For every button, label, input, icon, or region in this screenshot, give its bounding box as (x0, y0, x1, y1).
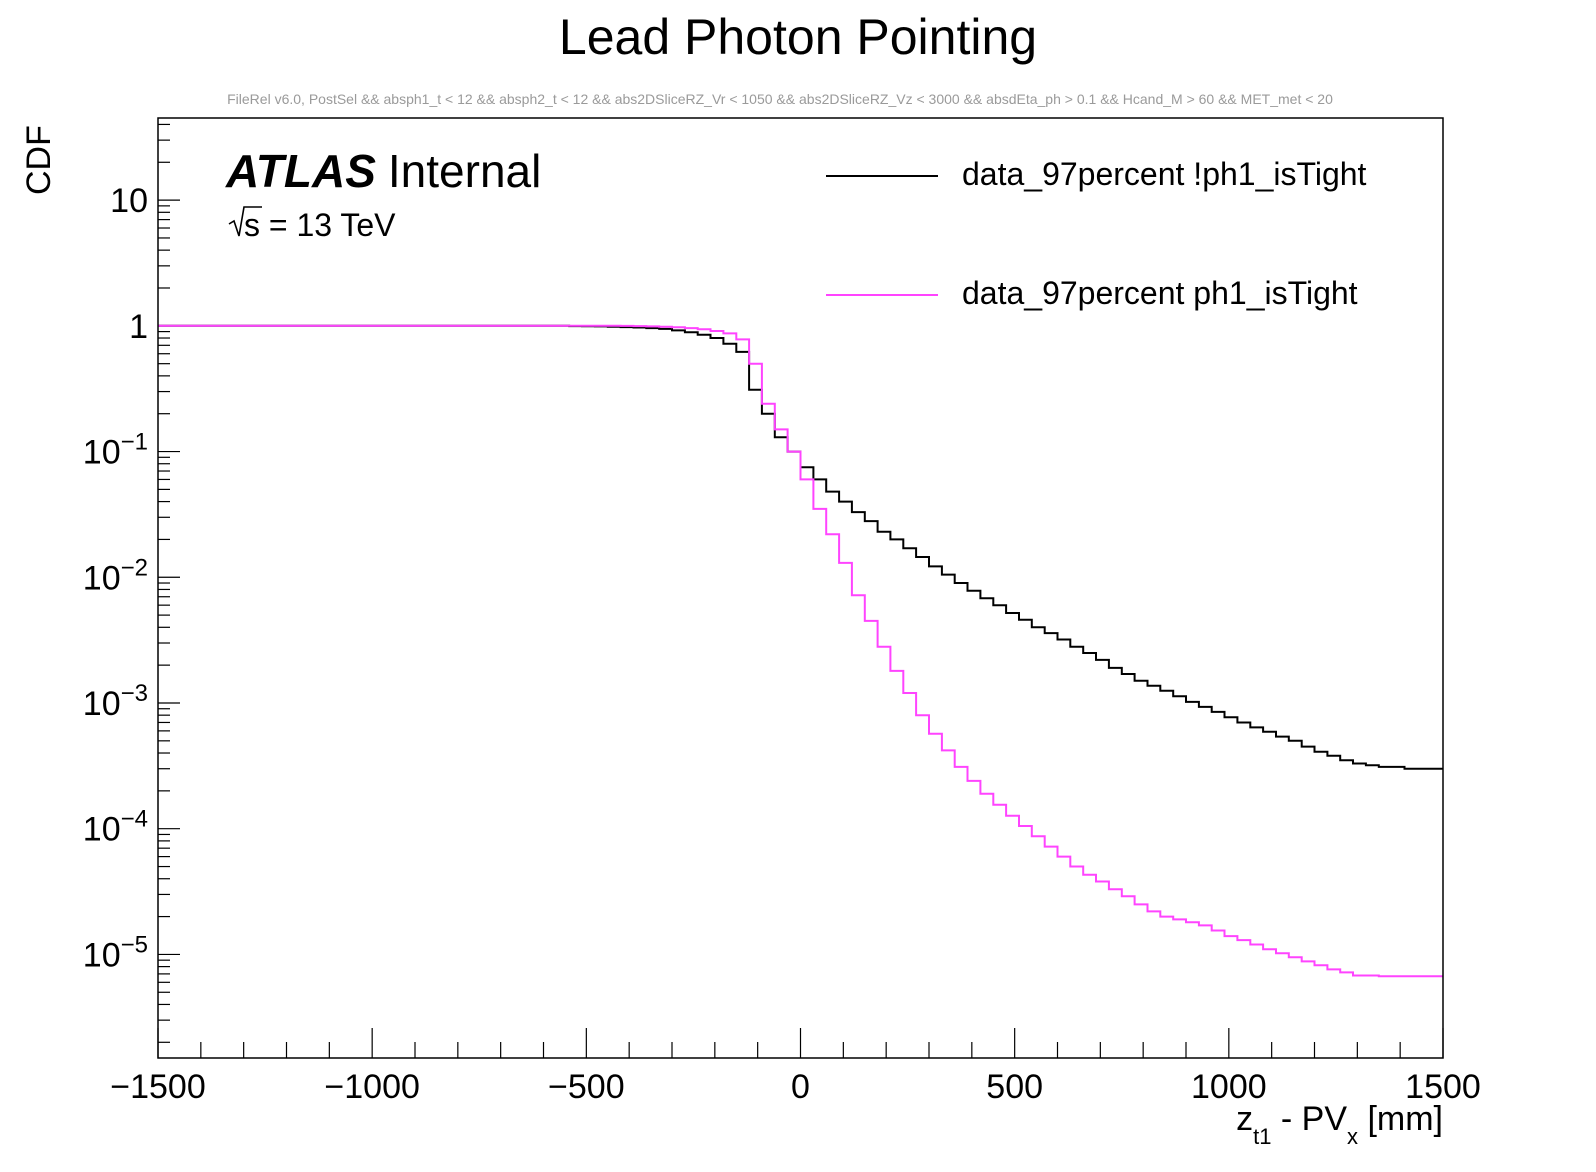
series-1-line (158, 324, 1443, 978)
legend-label-1: data_97percent ph1_isTight (962, 275, 1358, 311)
x-tick-label: 500 (986, 1068, 1043, 1106)
x-tick-label: 1500 (1405, 1068, 1481, 1106)
y-tick-label: 1 (129, 308, 148, 346)
legend: data_97percent !ph1_isTight data_97perce… (826, 156, 1367, 311)
y-tick-label: 10−2 (83, 554, 148, 597)
y-tick-labels: 10−5 10−4 10−3 10−2 10−1 1 10 (83, 182, 148, 974)
y-tick-label: 10 (110, 182, 148, 220)
y-tick-label: 10−5 (83, 931, 148, 974)
x-tick-label: −1000 (324, 1068, 420, 1106)
plot-frame (157, 117, 1444, 1059)
x-tick-label: −500 (548, 1068, 625, 1106)
chart-subtitle: FileRel v6.0, PostSel && absph1_t < 12 &… (227, 91, 1333, 107)
legend-label-0: data_97percent !ph1_isTight (962, 156, 1367, 192)
axis-ticks (157, 123, 1444, 1058)
series-layer (158, 324, 1443, 978)
svg-text:s = 13 TeV: s = 13 TeV (244, 207, 396, 243)
x-axis-label: zt1 - PVx [mm] (1236, 1100, 1443, 1149)
chart-title: Lead Photon Pointing (559, 9, 1037, 65)
sqrt-sign-icon (228, 206, 262, 237)
x-tick-label: 0 (791, 1068, 810, 1106)
atlas-label: ATLAS Internal (225, 145, 541, 197)
y-tick-label: 10−3 (83, 680, 148, 723)
x-tick-labels: −1500 −1000 −500 0 500 1000 1500 (110, 1068, 1481, 1106)
y-tick-label: 10−4 (83, 806, 148, 849)
x-tick-label: 1000 (1191, 1068, 1267, 1106)
x-tick-label: −1500 (110, 1068, 206, 1106)
energy-label: s = 13 TeV (228, 206, 396, 243)
y-axis-label: CDF (20, 125, 58, 195)
y-tick-label: 10−1 (83, 429, 148, 472)
